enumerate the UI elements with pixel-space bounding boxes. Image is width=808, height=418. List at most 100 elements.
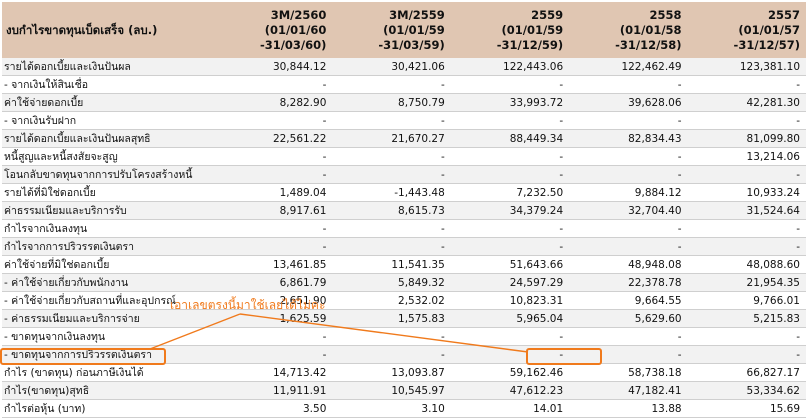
row-value: 30,844.12 (214, 58, 333, 76)
table-row: - ค่าใช้จ่ายเกี่ยวกับพนักงาน 6,861.79 5,84… (2, 273, 806, 292)
row-label: กำไรจากเงินลงทุน (2, 219, 214, 238)
row-value: - (450, 219, 570, 238)
row-label: กำไรต่อหุ้น (บาท) (2, 399, 214, 418)
table-body: รายได้ดอกเบี้ยและเงินปันผล 30,844.12 30,42… (2, 58, 806, 418)
row-label: - จากเงินรับฝาก (2, 111, 214, 130)
row-value: 8,917.61 (214, 201, 333, 220)
row-value: 3.10 (332, 399, 451, 418)
row-value: 58,738.18 (569, 363, 688, 382)
row-value: 2,532.02 (332, 291, 451, 310)
row-value: - (569, 327, 688, 346)
row-value: 22,378.78 (569, 273, 688, 292)
table-row: กำไร(ขาดทุน)สุทธิ 11,911.91 10,545.97 47,61… (2, 381, 806, 400)
row-value: - (214, 327, 333, 346)
row-value: 59,162.46 (450, 363, 570, 382)
row-value: - (569, 75, 688, 94)
row-label: - ค่าใช้จ่ายเกี่ยวกับพนักงาน (2, 273, 214, 292)
row-label: ค่าใช้จ่ายดอกเบี้ย (2, 93, 214, 112)
row-value: - (332, 111, 451, 130)
row-label: กำไร (ขาดทุน) ก่อนภาษีเงินได้ (2, 363, 214, 382)
row-value: 9,884.12 (569, 183, 688, 202)
row-value: 22,561.22 (214, 129, 333, 148)
table-row: - ขาดทุนจากการปริวรรตเงินตรา - - - - - (2, 345, 806, 364)
header-col-2558: 2558 (01/01/58 -31/12/58) (569, 2, 688, 58)
row-value: 3.50 (214, 399, 333, 418)
row-value: 8,282.90 (214, 93, 333, 112)
row-label: กำไรจากการปริวรรตเงินตรา (2, 237, 214, 256)
row-value: - (569, 237, 688, 256)
row-value: - (687, 111, 806, 130)
row-value: 24,597.29 (450, 273, 570, 292)
row-label: รายได้ที่มิใช่ดอกเบี้ย (2, 183, 214, 202)
row-value: - (332, 75, 451, 94)
row-value: - (687, 327, 806, 346)
row-value: 9,766.01 (687, 291, 806, 310)
row-value: 10,545.97 (332, 381, 451, 400)
row-value: 47,612.23 (450, 381, 570, 400)
row-value: - (214, 219, 333, 238)
row-value: 51,643.66 (450, 255, 570, 274)
table-row: รายได้ดอกเบี้ยและเงินปันผล 30,844.12 30,42… (2, 58, 806, 76)
row-value: 48,948.08 (569, 255, 688, 274)
row-value: 1,489.04 (214, 183, 333, 202)
row-value: 21,954.35 (687, 273, 806, 292)
row-value: 81,099.80 (687, 129, 806, 148)
row-value: - (450, 75, 570, 94)
row-value: 53,334.62 (687, 381, 806, 400)
row-label: ค่าธรรมเนียมและบริการรับ (2, 201, 214, 220)
row-value: - (687, 75, 806, 94)
row-value: - (450, 111, 570, 130)
row-value: 8,750.79 (332, 93, 451, 112)
row-label: - จากเงินให้สินเชื่อ (2, 75, 214, 94)
row-label: - ขาดทุนจากการปริวรรตเงินตรา (2, 345, 214, 364)
row-value: - (687, 345, 806, 364)
row-value: 47,182.41 (569, 381, 688, 400)
row-value: 8,615.73 (332, 201, 451, 220)
row-value: - (332, 219, 451, 238)
row-value: 5,629.60 (569, 309, 688, 328)
row-value: 13,093.87 (332, 363, 451, 382)
annotation-note: เอาเลขตรงนี้มาใช้เลยได้ไม่คะ (170, 298, 326, 312)
row-value: - (214, 147, 333, 166)
table-row: หนี้สูญและหนี้สงสัยจะสูญ - - - -13,214.06 (2, 147, 806, 166)
row-value: 11,911.91 (214, 381, 333, 400)
table-row: กำไรจากเงินลงทุน - - - - - (2, 219, 806, 238)
row-value: - (214, 237, 333, 256)
table-row: กำไรต่อหุ้น (บาท) 3.50 3.10 14.01 13.88 15.69 (2, 399, 806, 418)
row-value: - (214, 165, 333, 184)
row-value: - (332, 327, 451, 346)
row-value: 39,628.06 (569, 93, 688, 112)
table-row: - ค่าใช้จ่ายเกี่ยวกับสถานที่และอุปกรณ์ 2,… (2, 291, 806, 310)
row-value: 15.69 (687, 399, 806, 418)
row-value: 14.01 (450, 399, 570, 418)
row-value: - (569, 219, 688, 238)
table-row: ค่าใช้จ่ายดอกเบี้ย 8,282.90 8,750.79 33,993… (2, 93, 806, 112)
row-value: - (450, 327, 570, 346)
row-value: - (214, 345, 333, 364)
row-value: 13,214.06 (687, 147, 806, 166)
row-value: - (214, 75, 333, 94)
row-value: - (332, 165, 451, 184)
row-value: 11,541.35 (332, 255, 451, 274)
row-value: - (569, 165, 688, 184)
row-value: 88,449.34 (450, 129, 570, 148)
row-label: ค่าใช้จ่ายที่มิใช่ดอกเบี้ย (2, 255, 214, 274)
row-label: - ขาดทุนจากเงินลงทุน (2, 327, 214, 346)
row-value: 33,993.72 (450, 93, 570, 112)
table-row: ค่าธรรมเนียมและบริการรับ 8,917.61 8,615.73… (2, 201, 806, 220)
header-col-2559: 2559 (01/01/59 -31/12/59) (450, 2, 570, 58)
table-row: ค่าใช้จ่ายที่มิใช่ดอกเบี้ย 13,461.85 11,54… (2, 255, 806, 274)
row-value: 5,215.83 (687, 309, 806, 328)
row-value: 1,575.83 (332, 309, 451, 328)
table-row: - ขาดทุนจากเงินลงทุน - - - - - (2, 327, 806, 346)
row-value: 32,704.40 (569, 201, 688, 220)
header-label: งบกำไรขาดทุนเบ็ดเสร็จ (ลบ.) (2, 2, 214, 58)
row-value: -1,443.48 (332, 183, 451, 202)
row-value: 123,381.10 (687, 58, 806, 76)
table-row: - ค่าธรรมเนียมและบริการจ่าย 1,625.59 1,575… (2, 309, 806, 328)
row-value: - (332, 147, 451, 166)
row-value: - (450, 165, 570, 184)
row-value: 10,823.31 (450, 291, 570, 310)
